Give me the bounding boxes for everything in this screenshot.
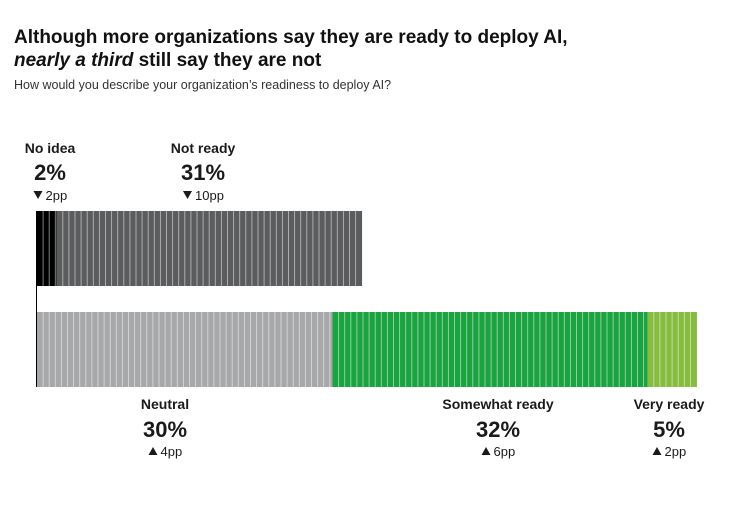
up-triangle-icon (652, 447, 662, 455)
value-not-ready: 31% (181, 160, 225, 185)
chart-title: Although more organizations say they are… (14, 26, 734, 72)
title-line-2: still say they are not (133, 50, 322, 71)
title-line-1: Although more organizations say they are… (14, 27, 568, 48)
change-not-ready: 10pp (195, 188, 224, 203)
up-triangle-icon (148, 447, 158, 455)
change-very-ready: 2pp (665, 444, 687, 459)
title-emphasis: nearly a third (14, 50, 134, 71)
down-triangle-icon (183, 191, 192, 199)
label-no-idea: No idea (25, 140, 76, 156)
chart-subtitle: How would you describe your organization… (14, 78, 392, 92)
label-not-ready: Not ready (171, 140, 236, 156)
value-somewhat-ready: 32% (476, 417, 520, 442)
bar-somewhat-ready (332, 312, 648, 387)
value-no-idea: 2% (34, 160, 66, 185)
value-neutral: 30% (143, 417, 187, 442)
value-very-ready: 5% (653, 417, 685, 442)
label-somewhat-ready: Somewhat ready (442, 396, 553, 412)
down-triangle-icon (33, 191, 43, 199)
bar-neutral (37, 312, 333, 387)
change-somewhat-ready: 6pp (494, 444, 516, 459)
bar-no-idea (37, 211, 57, 286)
label-neutral: Neutral (141, 396, 189, 412)
label-very-ready: Very ready (634, 396, 705, 412)
change-neutral: 4pp (161, 444, 183, 459)
up-triangle-icon (481, 447, 491, 455)
change-no-idea: 2pp (46, 188, 68, 203)
